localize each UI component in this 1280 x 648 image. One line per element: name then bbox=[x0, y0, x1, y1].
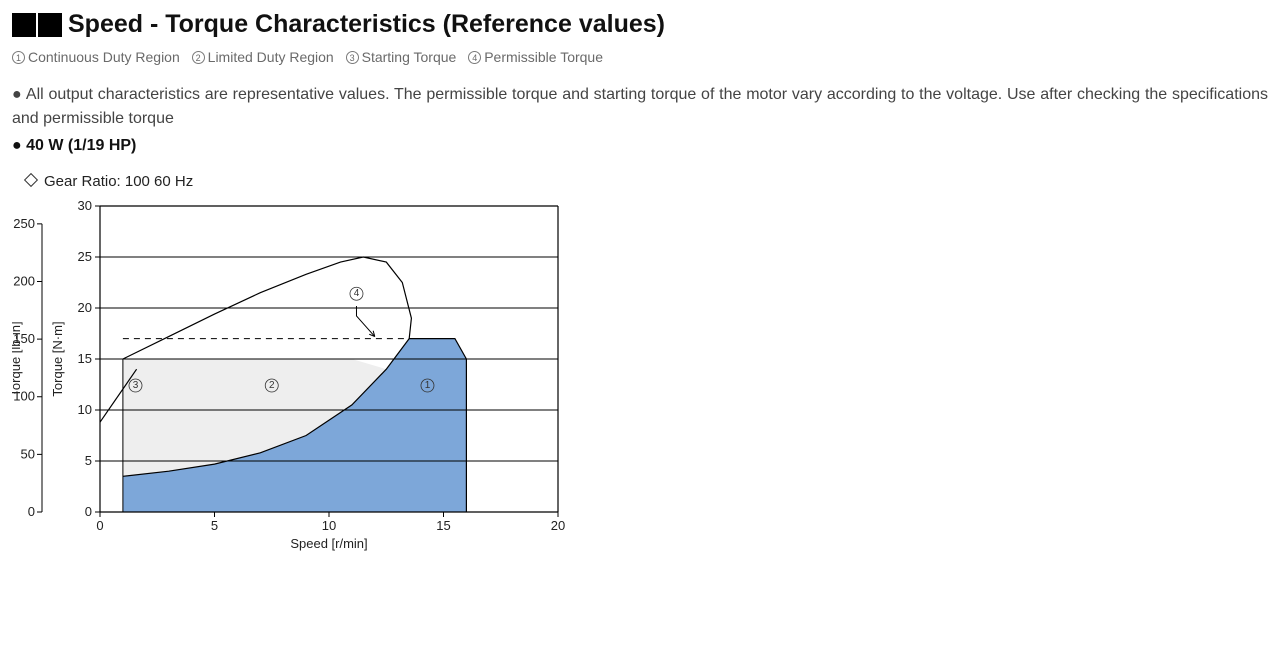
wattage-line: ● 40 W (1/19 HP) bbox=[12, 137, 1268, 155]
svg-text:5: 5 bbox=[211, 518, 218, 533]
svg-text:3: 3 bbox=[133, 380, 139, 391]
circled-3-icon: 3 bbox=[346, 51, 359, 64]
diamond-icon bbox=[24, 173, 38, 187]
speed-torque-chart: 05101520Speed [r/min]051015202530Torque … bbox=[12, 196, 572, 556]
svg-text:20: 20 bbox=[551, 518, 565, 533]
gear-ratio-line: Gear Ratio: 100 60 Hz bbox=[26, 173, 1268, 190]
legend-label: Permissible Torque bbox=[484, 49, 603, 65]
svg-text:200: 200 bbox=[13, 273, 35, 288]
svg-text:5: 5 bbox=[85, 453, 92, 468]
svg-text:0: 0 bbox=[96, 518, 103, 533]
svg-text:0: 0 bbox=[85, 504, 92, 519]
title-squares-icon bbox=[12, 13, 62, 37]
svg-text:Torque [N·m]: Torque [N·m] bbox=[50, 321, 65, 396]
legend-label: Limited Duty Region bbox=[208, 49, 334, 65]
svg-text:4: 4 bbox=[354, 288, 360, 299]
legend-label: Starting Torque bbox=[362, 49, 457, 65]
section-title: Speed - Torque Characteristics (Referenc… bbox=[68, 10, 665, 39]
svg-text:0: 0 bbox=[28, 504, 35, 519]
legend-label: Continuous Duty Region bbox=[28, 49, 180, 65]
note-paragraph: ● All output characteristics are represe… bbox=[12, 83, 1268, 131]
svg-text:10: 10 bbox=[78, 402, 92, 417]
gear-ratio-text: Gear Ratio: 100 60 Hz bbox=[44, 173, 193, 190]
bullet-icon: ● bbox=[12, 86, 22, 103]
svg-text:30: 30 bbox=[78, 198, 92, 213]
svg-text:20: 20 bbox=[78, 300, 92, 315]
circled-1-icon: 1 bbox=[12, 51, 25, 64]
svg-text:15: 15 bbox=[436, 518, 450, 533]
circled-4-icon: 4 bbox=[468, 51, 481, 64]
svg-text:50: 50 bbox=[21, 446, 35, 461]
svg-text:1: 1 bbox=[425, 380, 431, 391]
circled-2-icon: 2 bbox=[192, 51, 205, 64]
bullet-icon: ● bbox=[12, 137, 22, 154]
wattage-text: 40 W (1/19 HP) bbox=[26, 137, 136, 154]
svg-text:2: 2 bbox=[269, 380, 275, 391]
svg-text:250: 250 bbox=[13, 216, 35, 231]
note-text: All output characteristics are represent… bbox=[12, 86, 1268, 127]
svg-text:10: 10 bbox=[322, 518, 336, 533]
svg-text:15: 15 bbox=[78, 351, 92, 366]
svg-text:Speed [r/min]: Speed [r/min] bbox=[290, 536, 367, 551]
svg-text:25: 25 bbox=[78, 249, 92, 264]
legend-row: 1Continuous Duty Region 2Limited Duty Re… bbox=[12, 49, 1268, 65]
svg-text:Torque [lb-in]: Torque [lb-in] bbox=[12, 321, 23, 396]
